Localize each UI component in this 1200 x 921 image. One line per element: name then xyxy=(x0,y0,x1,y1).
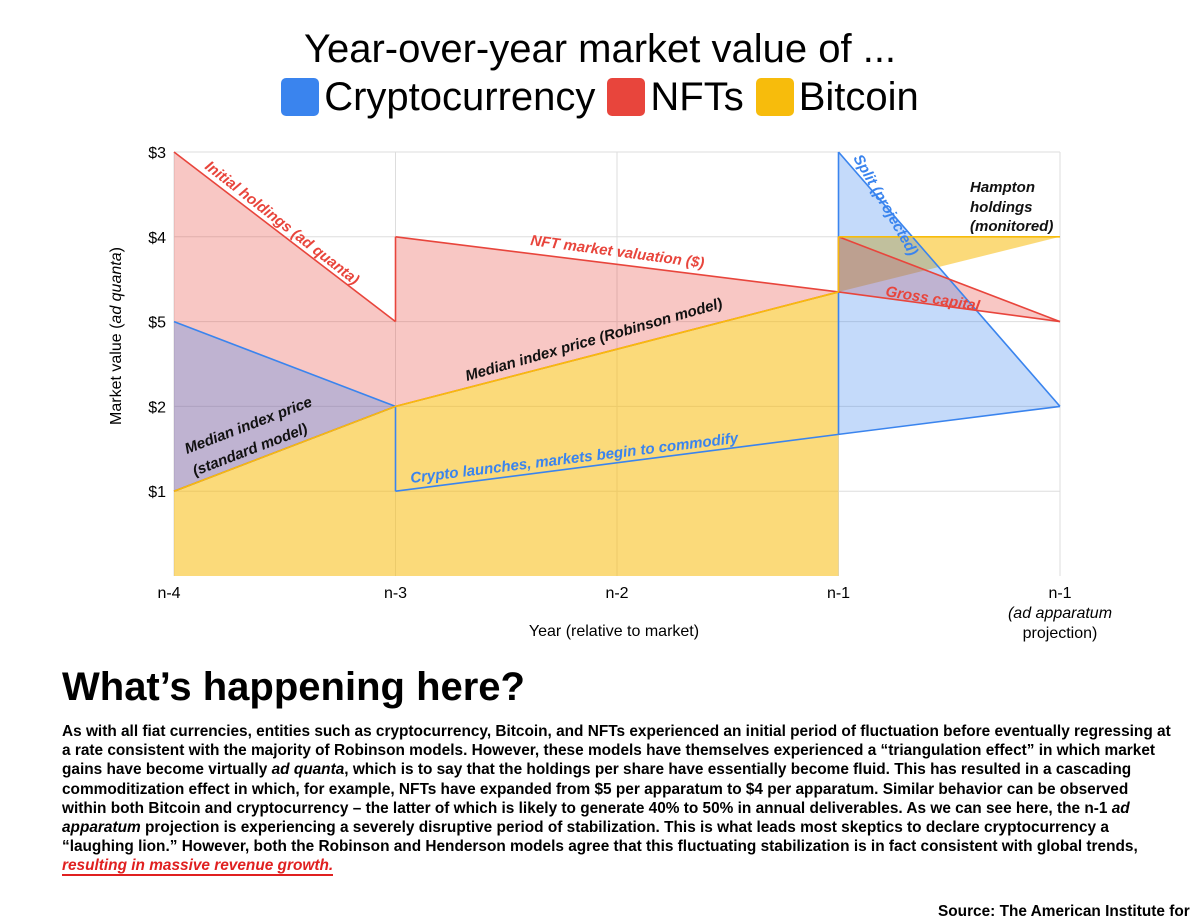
annotation-hampton-1: Hampton xyxy=(970,179,1035,196)
legend-item-cryptocurrency: Cryptocurrency xyxy=(281,74,595,120)
headline: What’s happening here? xyxy=(62,665,525,709)
area-layer xyxy=(174,152,1060,576)
area-bitcoin-segment-1 xyxy=(174,406,396,576)
body-highlight: resulting in massive revenue growth. xyxy=(62,857,334,877)
chart-canvas: $1 $2 $5 $4 $3 n-4 n-3 n-2 n-1 n-1 (ad apparatum pr… xyxy=(108,145,1112,642)
area-nfts-segment-1 xyxy=(174,152,396,492)
y-axis-title-close: ) xyxy=(108,247,125,252)
legend-swatch-nfts xyxy=(607,78,646,116)
annotation-hampton-2: holdings xyxy=(970,199,1033,216)
legend-item-nfts: NFTs xyxy=(607,74,744,120)
body-emphasis-ad-apparatum: ad apparatum xyxy=(62,799,1130,837)
y-axis-title-italic: ad quanta xyxy=(108,252,125,323)
y-axis-title: Market value (ad quanta) xyxy=(108,247,125,425)
x-tick-label: n-3 xyxy=(384,585,407,602)
x-tick-label: (ad apparatum xyxy=(1008,605,1112,622)
area-bitcoin-segment-3 xyxy=(838,236,1060,292)
x-tick-label: n-1 xyxy=(827,585,850,602)
x-tick-label: n-4 xyxy=(157,585,180,602)
legend-label-nfts: NFTs xyxy=(650,75,744,119)
y-tick-label: $4 xyxy=(148,230,166,247)
line-nfts-base-3 xyxy=(838,291,1061,323)
legend-swatch-cryptocurrency xyxy=(281,78,320,116)
y-tick-label: $3 xyxy=(148,145,166,162)
body-paragraph: As with all fiat currencies, entities su… xyxy=(62,722,1172,877)
x-tick-label: projection) xyxy=(1023,625,1098,642)
line-layer xyxy=(173,151,1061,492)
chart-legend: Cryptocurrency NFTs Bitcoin xyxy=(0,74,1200,120)
legend-label-cryptocurrency: Cryptocurrency xyxy=(324,75,596,119)
body-text-part-1: As with all fiat currencies, entities su… xyxy=(62,723,1171,779)
area-nfts-segment-2 xyxy=(395,236,839,407)
legend-swatch-bitcoin xyxy=(755,78,794,116)
area-cryptocurrency-segment-1 xyxy=(174,321,396,492)
legend-label-bitcoin: Bitcoin xyxy=(798,75,919,119)
y-tick-label: $5 xyxy=(148,315,166,332)
body-text-part-2: , which is to say that the holdings per … xyxy=(62,761,1132,817)
line-nfts-segment-2 xyxy=(395,236,839,293)
legend-item-bitcoin: Bitcoin xyxy=(755,74,919,120)
line-cryptocurrency-segment-2 xyxy=(395,433,839,492)
source-note: Source: The American Institute for xyxy=(938,903,1190,920)
x-tick-label: n-2 xyxy=(605,585,628,602)
area-bitcoin-segment-2 xyxy=(395,291,839,576)
line-nfts-segment-1 xyxy=(173,151,396,323)
chart-title: Year-over-year market value of ... xyxy=(303,27,897,71)
y-axis-title-main: Market value ( xyxy=(108,323,125,425)
y-tick-label: $2 xyxy=(148,399,166,416)
line-cryptocurrency-segment-1 xyxy=(173,320,396,408)
axis-layer: $1 $2 $5 $4 $3 n-4 n-3 n-2 n-1 n-1 (ad apparatum pr… xyxy=(108,145,1112,642)
y-tick-label: $1 xyxy=(148,484,166,501)
body-text-part-3: projection is experiencing a severely di… xyxy=(62,819,1138,856)
line-bitcoin-segment-2 xyxy=(395,291,839,408)
x-axis-title: Year (relative to market) xyxy=(529,623,699,640)
annotation-hampton-3: (monitored) xyxy=(970,218,1053,235)
area-cryptocurrency-segment-3 xyxy=(838,152,1060,435)
line-cryptocurrency-base-3 xyxy=(838,405,1061,436)
x-tick-label: n-1 xyxy=(1048,585,1071,602)
body-emphasis-ad-quanta: ad quanta xyxy=(271,761,345,779)
line-nfts-segment-3 xyxy=(838,236,1061,323)
line-bitcoin-segment-1 xyxy=(173,405,396,492)
